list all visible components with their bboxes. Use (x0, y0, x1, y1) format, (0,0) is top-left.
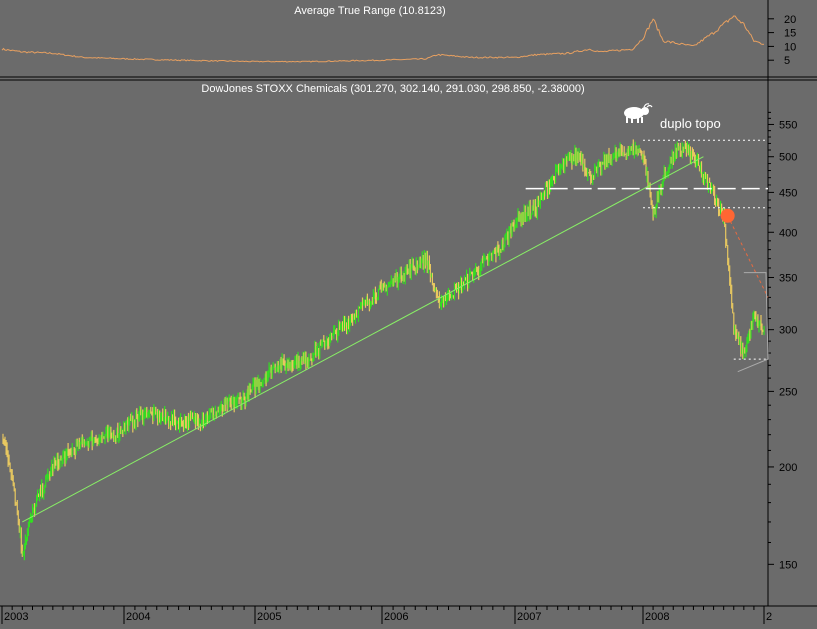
price-ytick-label: 400 (779, 227, 797, 239)
xtick-label: 2006 (384, 611, 408, 623)
xtick-label: 2005 (257, 611, 281, 623)
price-ytick-label: 250 (779, 386, 797, 398)
xtick-label: 2 (766, 611, 772, 623)
price-ytick-label: 450 (779, 187, 797, 199)
price-title: DowJones STOXX Chemicals (301.270, 302.1… (201, 83, 584, 95)
bull-icon (624, 103, 653, 123)
xtick-label: 2004 (126, 611, 150, 623)
atr-ytick-label: 20 (784, 14, 796, 26)
price-ytick-label: 350 (779, 272, 797, 284)
xtick-label: 2007 (517, 611, 541, 623)
atr-ytick-label: 15 (784, 28, 796, 40)
forecast-lines (727, 215, 769, 373)
price-ytick-label: 500 (779, 152, 797, 164)
trendline (22, 156, 704, 523)
xtick-label: 2003 (4, 611, 28, 623)
xaxis: 2003 2004 2005 2006 2007 2008 2 (1, 606, 772, 624)
price-ytick-label: 300 (779, 325, 797, 337)
price-yaxis: 550 500 450 400 350 300 250 200 150 (768, 111, 797, 571)
price-ytick-label: 550 (779, 119, 797, 131)
target-zone (737, 272, 769, 373)
xtick-label: 2008 (645, 611, 669, 623)
price-ytick-label: 150 (779, 559, 797, 571)
price-ytick-label: 200 (779, 462, 797, 474)
atr-ytick-label: 10 (784, 41, 796, 53)
atr-title: Average True Range (10.8123) (294, 5, 445, 17)
breakdown-marker (720, 208, 735, 223)
atr-ytick-label: 5 (784, 55, 790, 67)
atr-line (1, 15, 765, 63)
resistance-levels (525, 139, 768, 360)
price-bars (2, 139, 765, 561)
double-top-label: duplo topo (660, 116, 721, 131)
